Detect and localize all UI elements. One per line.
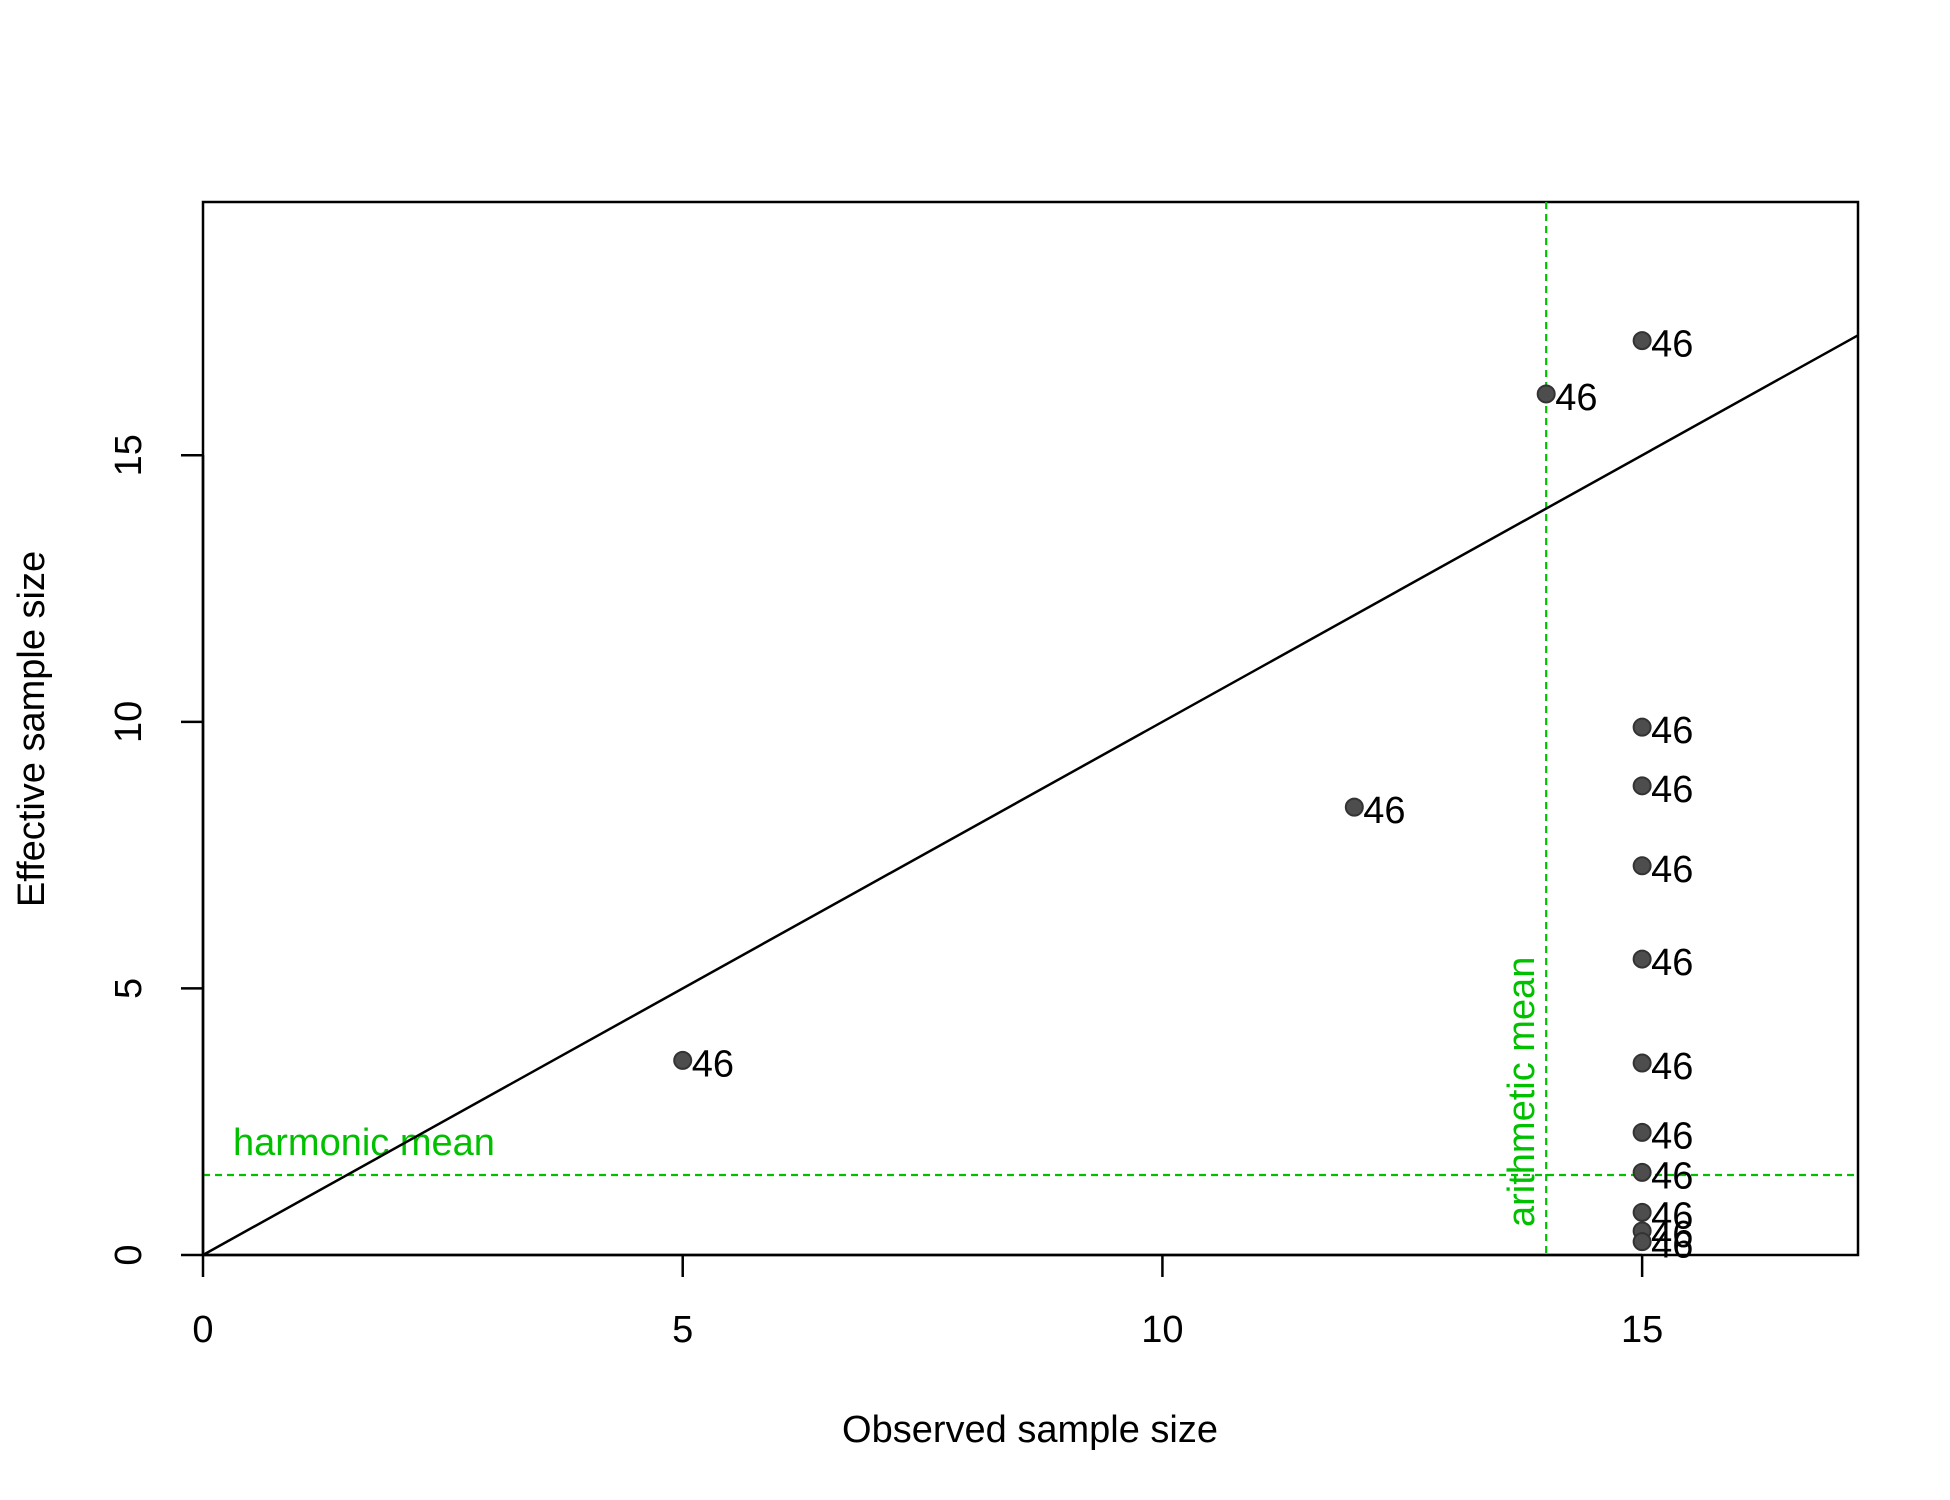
data-point (673, 1050, 693, 1070)
x-tick-label: 15 (1621, 1309, 1663, 1351)
data-point (1536, 384, 1556, 404)
data-point (1632, 1122, 1652, 1142)
harmonic-mean-label: harmonic mean (233, 1122, 495, 1164)
plot-frame (201, 200, 1860, 1257)
data-point (1632, 776, 1652, 796)
x-axis: 0 5 10 15 (192, 1253, 1663, 1351)
x-tick-label: 5 (672, 1309, 693, 1351)
point-label: 46 (1651, 1214, 1693, 1256)
arithmetic-mean-label: arithmetic mean (1501, 957, 1543, 1227)
point-label: 46 (1651, 849, 1693, 891)
point-label: 46 (1651, 324, 1693, 366)
x-tick-label: 10 (1141, 1309, 1183, 1351)
point-label: 46 (1651, 1155, 1693, 1197)
point-label: 46 (692, 1043, 734, 1085)
y-tick-label: 10 (108, 701, 150, 743)
point-label: 46 (1651, 1225, 1693, 1267)
data-point (1632, 1162, 1652, 1182)
data-point (1632, 717, 1652, 737)
point-label: 46 (1651, 1046, 1693, 1088)
y-axis: 0 5 10 15 (108, 434, 205, 1266)
point-label: 46 (1651, 769, 1693, 811)
data-point (1632, 1053, 1652, 1073)
point-label: 46 (1651, 1195, 1693, 1237)
y-tick-label: 5 (108, 978, 150, 999)
data-point (1344, 797, 1364, 817)
data-point (1632, 949, 1652, 969)
data-point (1632, 1202, 1652, 1222)
y-tick-label: 15 (108, 434, 150, 476)
point-label: 46 (1651, 1115, 1693, 1157)
y-tick-label: 0 (108, 1244, 150, 1265)
point-label: 46 (1363, 790, 1405, 832)
y-axis-title: Effective sample size (11, 551, 53, 907)
data-point (1632, 1232, 1652, 1252)
x-axis-title: Observed sample size (842, 1409, 1218, 1451)
data-point (1632, 331, 1652, 351)
reference-lines: harmonic mean arithmetic mean (203, 202, 1858, 1255)
data-point (1632, 856, 1652, 876)
point-label: 46 (1651, 942, 1693, 984)
identity-line (202, 334, 1859, 1257)
point-label: 46 (1651, 710, 1693, 752)
point-label: 46 (1555, 377, 1597, 419)
x-tick-label: 0 (192, 1309, 213, 1351)
